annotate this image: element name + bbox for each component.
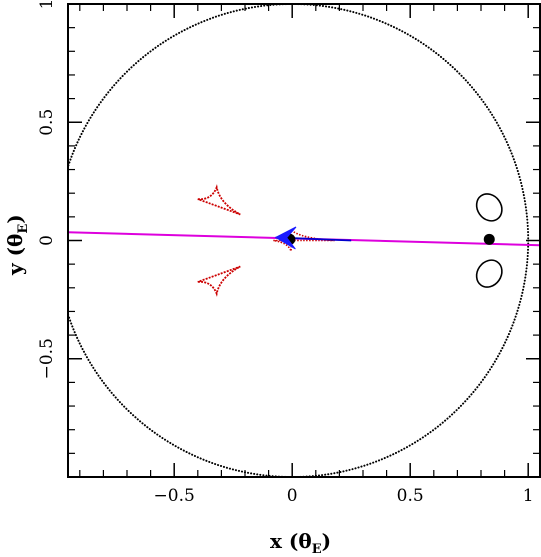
planetary-caustic [197,265,241,297]
x-tick-label: 0 [287,486,298,506]
y-tick-label: 1 [37,0,57,9]
y-axis-label-close: ) [3,214,27,223]
x-axis-label-sub: E [312,542,322,557]
source-direction-arrow [274,226,297,250]
x-tick-label: −0.5 [154,486,195,506]
y-axis-label-sub: E [16,224,31,234]
x-axis-label-close: ) [322,529,331,553]
x-tick-label: 1 [523,486,534,506]
plot-area [68,4,540,477]
x-axis-label-main: x (θ [270,529,312,553]
y-tick-label: 0 [37,235,57,246]
y-axis-label: y (θE) [3,214,31,276]
central-caustic [273,227,335,252]
critical-curve-planet-loop [475,259,503,288]
y-tick-label: −0.5 [37,338,57,379]
y-tick-label: 0.5 [37,109,57,136]
lens-mass-marker [483,233,495,245]
x-tick-label: 0.5 [397,486,424,506]
planetary-caustic [197,184,241,216]
critical-curve-planet-loop [475,193,503,222]
y-axis-label-main: y (θ [3,234,27,276]
ticks: −0.5 0 0.5 1 −0.5 0 0.5 1 [37,0,540,506]
x-axis-label: x (θE) [270,529,331,557]
